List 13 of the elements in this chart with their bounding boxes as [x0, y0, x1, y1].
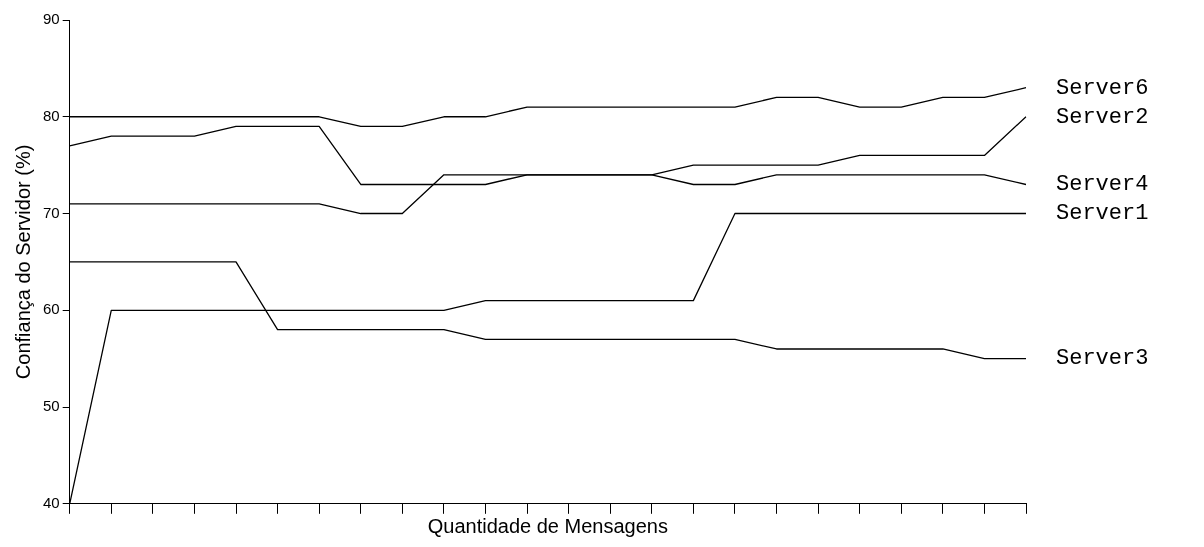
- y-tick-label: 90: [43, 10, 60, 28]
- y-axis-title: Confiança do Servidor (%): [11, 144, 34, 380]
- series-label: Server3: [1056, 346, 1149, 372]
- y-tick-label: 50: [43, 397, 60, 415]
- y-tick-label: 40: [43, 493, 60, 511]
- y-tick-label: 80: [43, 106, 60, 124]
- series-label: Server2: [1056, 104, 1149, 130]
- series-label: Server6: [1056, 75, 1149, 101]
- series-label: Server1: [1056, 201, 1149, 227]
- y-tick-label: 70: [43, 203, 60, 221]
- y-tick-label: 60: [43, 300, 60, 318]
- x-axis-title: Quantidade de Mensagens: [427, 514, 668, 537]
- series-label: Server4: [1056, 172, 1149, 198]
